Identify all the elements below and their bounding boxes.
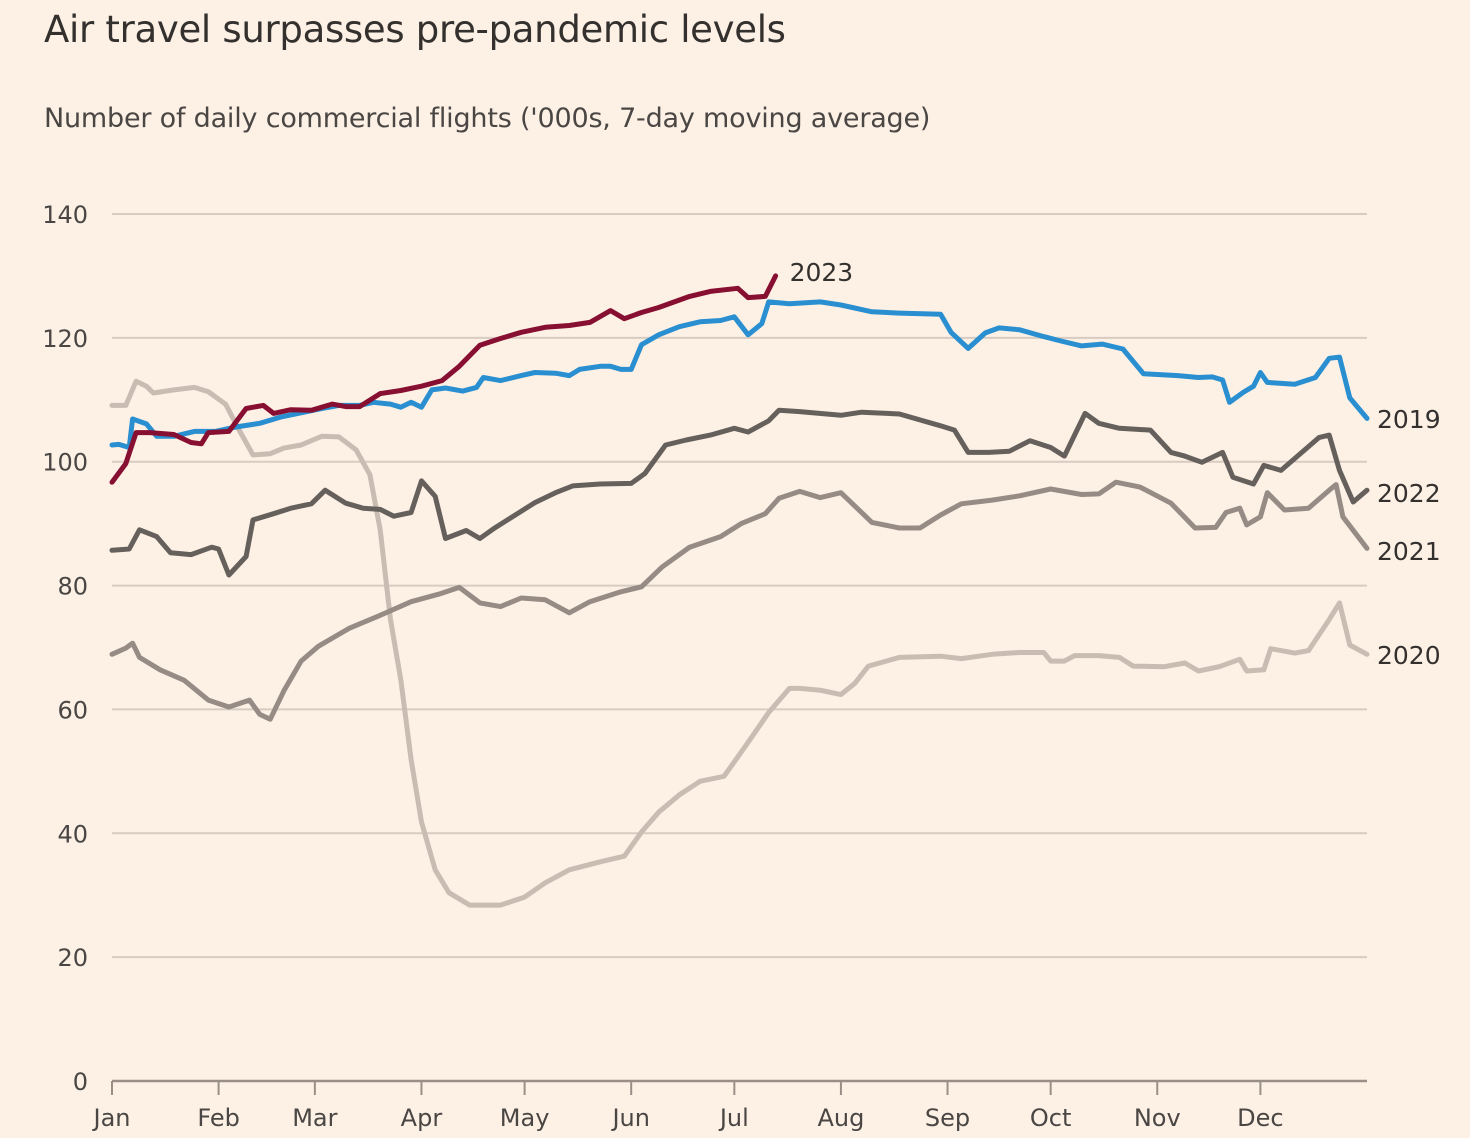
x-axis: Jan Feb Mar Apr May Jun Jul Aug Sep Oct Nov Dec xyxy=(92,1079,1367,1132)
chart-title: Air travel surpasses pre-pandemic levels xyxy=(44,8,786,51)
x-tick-label: Dec xyxy=(1237,1104,1283,1132)
x-tick-label: Jun xyxy=(610,1104,650,1132)
x-tick-label: Feb xyxy=(197,1104,240,1132)
y-tick-label: 0 xyxy=(73,1068,88,1096)
series-label-2021: 2021 xyxy=(1377,537,1441,566)
x-tick-label: Jul xyxy=(718,1104,749,1132)
series-line-2021 xyxy=(109,479,1370,722)
x-tick-label: Nov xyxy=(1134,1104,1181,1132)
y-tick-label: 120 xyxy=(42,325,88,353)
y-tick-label: 60 xyxy=(57,696,88,724)
series-line-2023 xyxy=(109,273,779,485)
series-line-2020 xyxy=(109,378,1370,908)
x-tick-label: Aug xyxy=(817,1104,864,1132)
x-tick-label: Mar xyxy=(292,1104,337,1132)
y-tick-label: 100 xyxy=(42,449,88,477)
x-tick-label: Jan xyxy=(92,1104,131,1132)
series-labels: 2023 2019 2022 2021 2020 xyxy=(790,258,1441,670)
y-axis-ticks: 0 20 40 60 80 100 120 140 xyxy=(42,201,88,1096)
series-label-2020: 2020 xyxy=(1377,641,1441,670)
series-label-2023: 2023 xyxy=(790,258,854,287)
x-tick-label: Sep xyxy=(925,1104,970,1132)
series-label-2019: 2019 xyxy=(1377,405,1441,434)
y-tick-label: 80 xyxy=(57,573,88,601)
y-tick-label: 40 xyxy=(57,820,88,848)
series-label-2022: 2022 xyxy=(1377,479,1441,508)
x-tick-label: Apr xyxy=(401,1104,443,1132)
chart-subtitle: Number of daily commercial flights ('000… xyxy=(44,103,931,134)
y-tick-label: 140 xyxy=(42,201,88,229)
y-tick-label: 20 xyxy=(57,944,88,972)
x-tick-label: May xyxy=(500,1104,550,1132)
series-line-2019 xyxy=(109,299,1370,450)
series-line-2022 xyxy=(109,407,1370,578)
gridlines xyxy=(112,213,1367,959)
series-lines xyxy=(109,273,1370,908)
x-tick-label: Oct xyxy=(1030,1104,1072,1132)
